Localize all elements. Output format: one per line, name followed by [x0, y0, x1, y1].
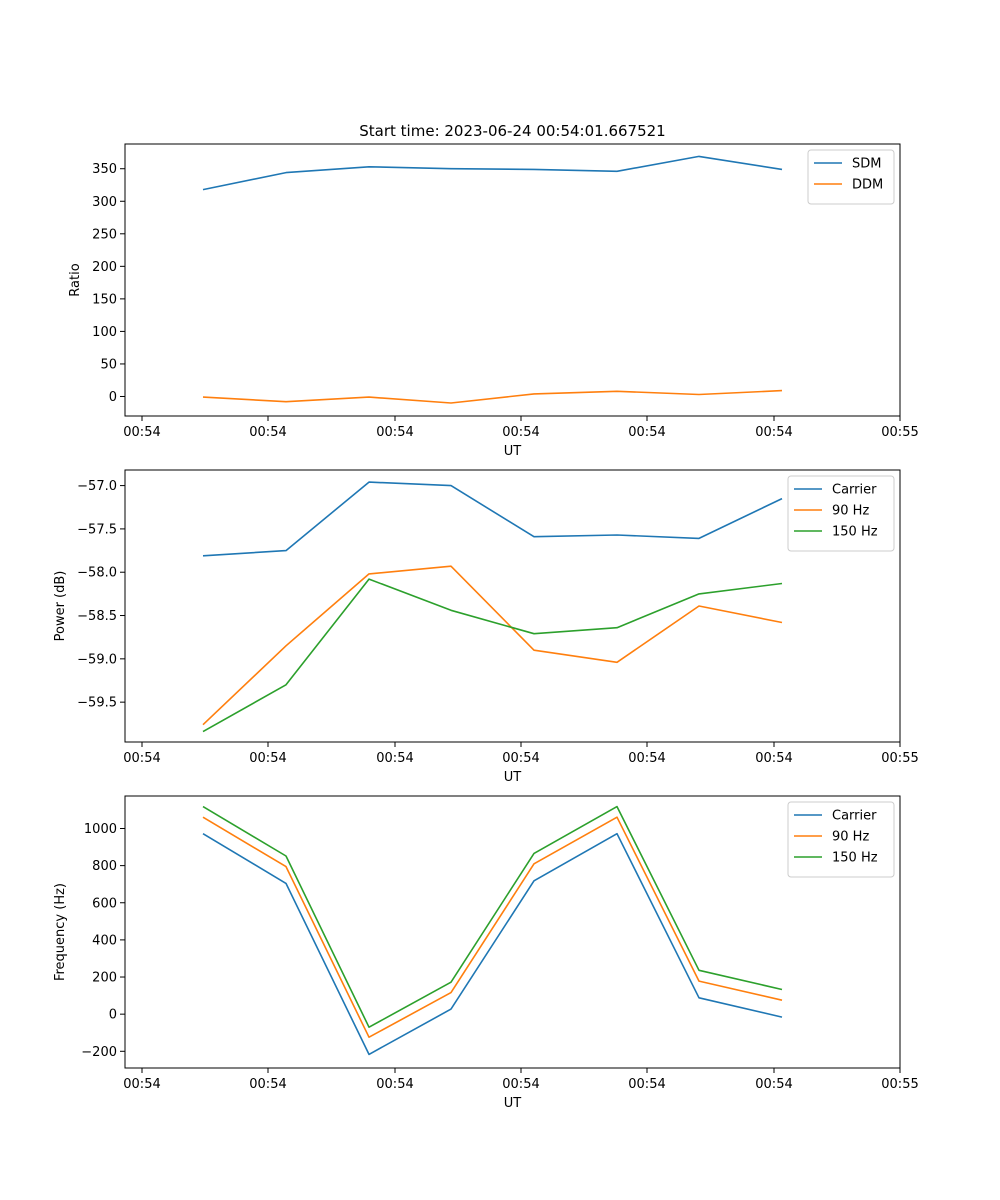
legend-box	[787, 801, 895, 878]
series-line-150-hz	[202, 578, 783, 733]
series-line-carrier	[202, 832, 783, 1056]
legend-box	[787, 475, 895, 552]
x-tick-label: 00:54	[502, 751, 539, 766]
y-tick-label: 200	[92, 971, 117, 986]
x-tick-label: 00:54	[123, 1077, 160, 1092]
legend-entry: Carrier	[832, 483, 877, 498]
legend-entry: DDM	[852, 178, 883, 193]
x-tick-label: 00:54	[123, 751, 160, 766]
series-line-150-hz	[202, 805, 783, 1028]
x-tick-label: 00:55	[881, 425, 918, 440]
x-tick-label: 00:54	[755, 1077, 792, 1092]
y-tick-label: −58.5	[77, 609, 117, 624]
y-axis-label: Ratio	[68, 263, 83, 296]
y-tick-label: 250	[92, 227, 117, 242]
x-axis-label: UT	[504, 1096, 522, 1111]
legend-entry: 90 Hz	[832, 830, 869, 845]
y-tick-label: 0	[109, 1008, 117, 1023]
y-tick-label: 50	[100, 357, 117, 372]
y-tick-label: 800	[92, 859, 117, 874]
y-tick-label: 0	[109, 390, 117, 405]
y-tick-label: 150	[92, 292, 117, 307]
x-tick-label: 00:54	[502, 425, 539, 440]
x-tick-label: 00:54	[376, 751, 413, 766]
series-line-carrier	[202, 481, 783, 557]
chart-1: 00:54 00:54 00:54 00:54 00:54 00:54 00:55 0 50 10…	[68, 122, 919, 459]
x-tick-label: 00:54	[249, 425, 286, 440]
axes-frame	[124, 469, 901, 743]
y-tick-label: −57.0	[77, 479, 117, 494]
y-tick-label: 400	[92, 933, 117, 948]
y-tick-label: −58.0	[77, 566, 117, 581]
series-line-sdm	[202, 155, 783, 191]
y-tick-label: 300	[92, 195, 117, 210]
x-tick-label: 00:55	[881, 1077, 918, 1092]
legend: Carrier 90 Hz 150 Hz	[787, 801, 895, 878]
y-tick-label: −59.5	[77, 696, 117, 711]
axes-frame	[124, 143, 901, 417]
legend-entry: 150 Hz	[832, 851, 878, 866]
x-tick-label: 00:54	[376, 1077, 413, 1092]
legend-entry: Carrier	[832, 809, 877, 824]
x-tick-label: 00:54	[502, 1077, 539, 1092]
legend-entry: 90 Hz	[832, 504, 869, 519]
x-tick-label: 00:54	[755, 751, 792, 766]
y-axis-label: Power (dB)	[53, 571, 68, 642]
x-tick-label: 00:54	[628, 751, 665, 766]
chart-2: 00:54 00:54 00:54 00:54 00:54 00:54 00:55 −59.5…	[53, 469, 919, 785]
x-tick-label: 00:54	[123, 425, 160, 440]
y-tick-label: 100	[92, 325, 117, 340]
series-line-90-hz	[202, 816, 783, 1038]
series-line-ddm	[202, 389, 783, 404]
legend: SDM DDM	[807, 149, 895, 205]
y-tick-label: −200	[81, 1045, 117, 1060]
x-axis-label: UT	[504, 770, 522, 785]
y-tick-label: −57.5	[77, 522, 117, 537]
x-axis-label: UT	[504, 444, 522, 459]
y-axis-label: Frequency (Hz)	[53, 883, 68, 981]
x-tick-label: 00:55	[881, 751, 918, 766]
legend: Carrier 90 Hz 150 Hz	[787, 475, 895, 552]
series-line-90-hz	[202, 565, 783, 726]
x-tick-label: 00:54	[249, 1077, 286, 1092]
x-tick-label: 00:54	[376, 425, 413, 440]
y-tick-label: 600	[92, 896, 117, 911]
y-tick-label: 200	[92, 260, 117, 275]
legend-entry: 150 Hz	[832, 525, 878, 540]
x-tick-label: 00:54	[628, 425, 665, 440]
x-tick-label: 00:54	[249, 751, 286, 766]
y-tick-label: −59.0	[77, 652, 117, 667]
y-tick-label: 1000	[84, 822, 117, 837]
axes-frame	[124, 795, 901, 1069]
y-tick-label: 350	[92, 162, 117, 177]
chart-3: 00:54 00:54 00:54 00:54 00:54 00:54 00:55 −200 0…	[53, 795, 919, 1111]
x-tick-label: 00:54	[755, 425, 792, 440]
chart-title: Start time: 2023-06-24 00:54:01.667521	[359, 122, 665, 140]
legend-entry: SDM	[852, 157, 881, 172]
x-tick-label: 00:54	[628, 1077, 665, 1092]
